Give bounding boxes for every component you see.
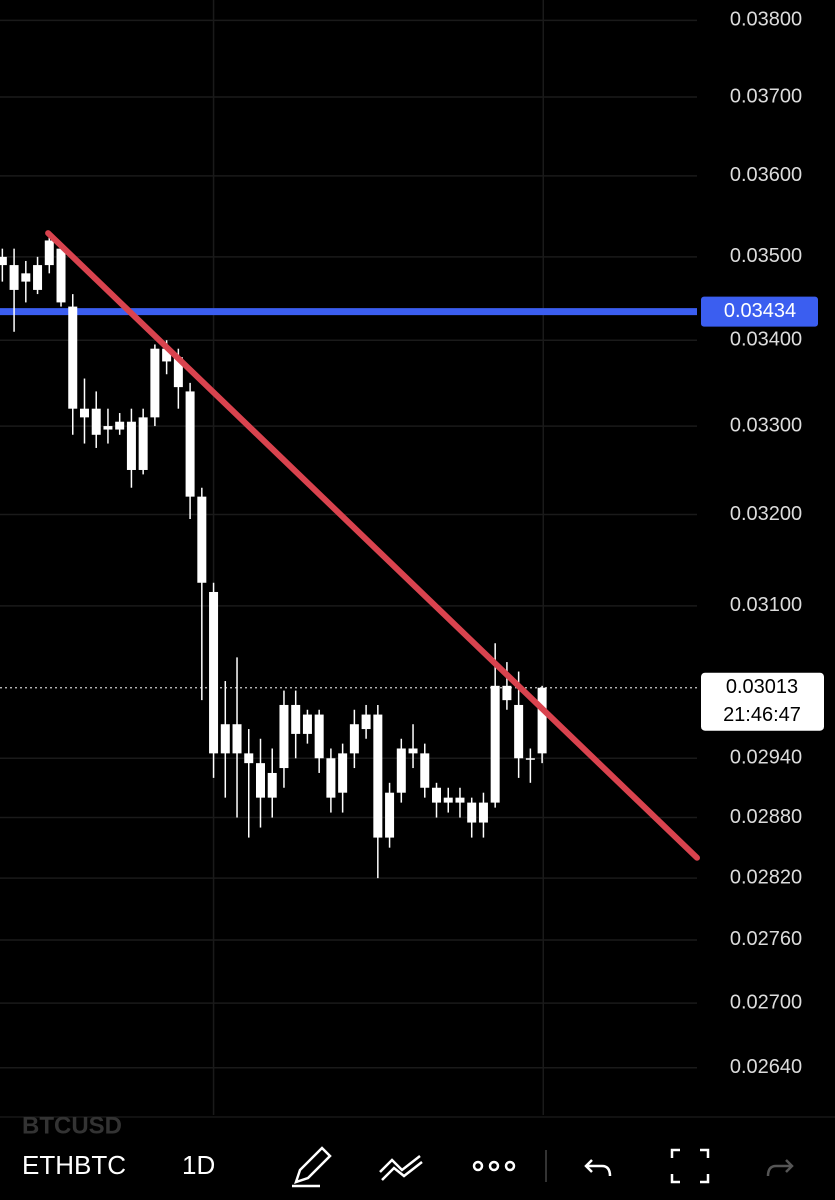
candle-body <box>56 248 66 303</box>
candle-body <box>33 265 43 290</box>
candle-body <box>432 787 442 803</box>
candle-body <box>173 357 183 388</box>
y-tick-label: 0.03500 <box>730 245 802 267</box>
y-tick-label: 0.03300 <box>730 414 802 436</box>
countdown-label: 21:46:47 <box>723 704 801 726</box>
candle-body <box>349 724 359 754</box>
y-tick-label: 0.03700 <box>730 85 802 107</box>
candle-body <box>197 496 207 583</box>
candle-body <box>396 748 406 793</box>
candle-body <box>537 687 547 754</box>
redo-icon <box>766 1159 794 1177</box>
y-tick-label: 0.03200 <box>730 503 802 525</box>
candle-body <box>490 685 500 803</box>
hline-price-tag <box>701 296 818 327</box>
candle-body <box>185 391 195 497</box>
candle-body <box>478 802 488 823</box>
candle-body <box>514 704 524 759</box>
last-price-tag <box>701 672 824 731</box>
candle-body <box>408 748 418 754</box>
candle-body <box>420 753 430 788</box>
more-button[interactable] <box>472 1160 516 1172</box>
candle-body <box>326 758 336 798</box>
last-price-label: 0.03013 <box>726 676 798 698</box>
trend-line <box>45 230 700 861</box>
candle-body <box>244 753 254 764</box>
candle-body <box>467 802 477 823</box>
draw-tool-button[interactable] <box>292 1146 332 1188</box>
candle-body <box>361 714 371 730</box>
candle-body <box>267 772 277 798</box>
candle-body <box>220 724 230 754</box>
candle-body <box>385 792 395 838</box>
candle-body <box>68 306 78 409</box>
plot <box>0 230 700 879</box>
y-tick-label: 0.03800 <box>730 9 802 31</box>
dot-icon <box>504 1160 516 1172</box>
candle-body <box>255 763 265 798</box>
y-tick-label: 0.02640 <box>730 1056 802 1078</box>
lines-icon <box>379 1155 423 1181</box>
dot-icon <box>488 1160 500 1172</box>
candle-body <box>302 714 312 734</box>
candle-body <box>338 753 348 793</box>
candle-body <box>44 240 54 266</box>
candle-body <box>279 704 289 769</box>
candle-body <box>502 685 512 701</box>
fullscreen-icon <box>670 1148 710 1184</box>
multiline-tool-button[interactable] <box>379 1155 423 1181</box>
candle-body <box>126 421 136 470</box>
candle-body <box>0 256 7 266</box>
redo-button <box>766 1159 794 1177</box>
pen-icon <box>292 1146 332 1188</box>
candle-body <box>103 426 113 430</box>
candle-body <box>525 758 535 760</box>
y-tick-label: 0.03100 <box>730 594 802 616</box>
candle-body <box>443 797 453 803</box>
candle-body <box>162 348 172 362</box>
candle-body <box>9 265 19 290</box>
candle-body <box>314 714 324 759</box>
candle-body <box>291 704 301 734</box>
candle-body <box>115 421 125 430</box>
hline-price-label: 0.03434 <box>724 300 796 322</box>
dot-icon <box>472 1160 484 1172</box>
y-tick-label: 0.03600 <box>730 164 802 186</box>
symbol-button[interactable]: ETHBTC <box>22 1150 126 1180</box>
y-tick-label: 0.02940 <box>730 747 802 769</box>
fullscreen-button[interactable] <box>670 1148 710 1184</box>
y-tick-label: 0.02760 <box>730 928 802 950</box>
candle-body <box>209 591 219 754</box>
y-tick-label: 0.02880 <box>730 806 802 828</box>
candle-body <box>138 417 148 470</box>
candle-body <box>21 273 31 282</box>
candle-body <box>91 408 101 435</box>
y-tick-label: 0.02700 <box>730 991 802 1013</box>
candle-body <box>232 724 242 754</box>
interval-button[interactable]: 1D <box>182 1150 215 1180</box>
candle-body <box>79 408 89 418</box>
undo-button[interactable] <box>584 1159 612 1177</box>
candle-body <box>150 348 160 418</box>
undo-icon <box>584 1159 612 1177</box>
candle-body <box>455 797 465 803</box>
price-axis: 0.03800 0.03700 0.03600 0.03500 0.03400 0.033… <box>701 9 824 1078</box>
y-tick-label: 0.02820 <box>730 866 802 888</box>
overlay-symbol: BTCUSD <box>22 1112 122 1139</box>
candle-body <box>373 714 383 838</box>
y-tick-label: 0.03400 <box>730 328 802 350</box>
